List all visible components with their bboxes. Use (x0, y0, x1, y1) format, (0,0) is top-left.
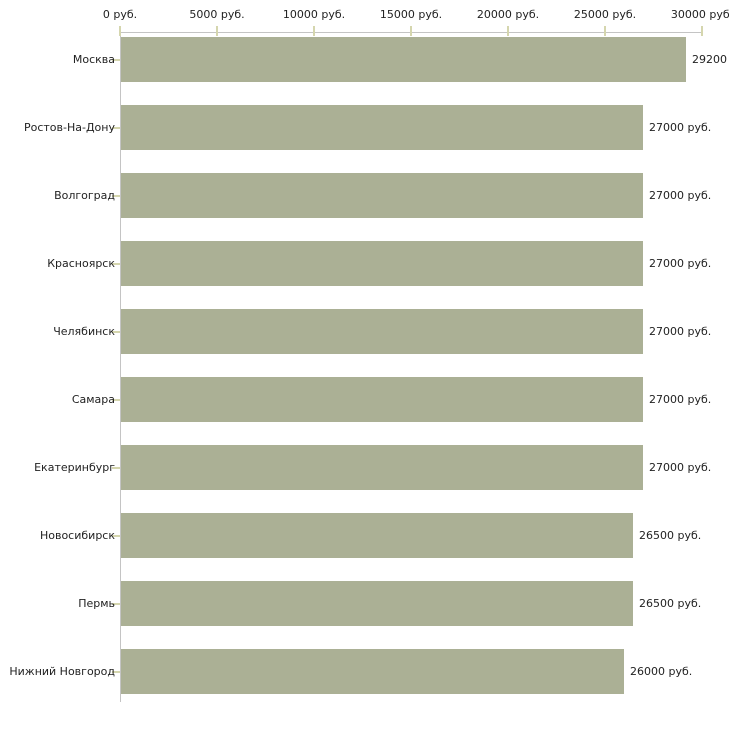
value-label: 27000 руб. (649, 325, 712, 338)
y-axis-tick (112, 194, 120, 197)
category-label: Нижний Новгород (9, 665, 115, 678)
y-axis-tick (112, 126, 120, 129)
x-axis-tick-label: 15000 руб. (379, 8, 443, 21)
bar (121, 377, 643, 422)
bar (121, 445, 643, 490)
value-label: 27000 руб. (649, 461, 712, 474)
bar (121, 649, 624, 694)
x-axis-tick-label: 0 руб. (102, 8, 138, 21)
value-label: 27000 руб. (649, 189, 712, 202)
x-axis-tick (216, 26, 218, 36)
bar (121, 581, 633, 626)
bar (121, 513, 633, 558)
y-axis-line (120, 32, 121, 702)
x-axis-tick (701, 26, 703, 36)
category-label: Челябинск (53, 325, 115, 338)
category-label: Екатеринбург (34, 461, 115, 474)
y-axis-tick (112, 262, 120, 265)
x-axis-tick-label: 5000 руб. (189, 8, 245, 21)
y-axis-tick (112, 466, 120, 469)
value-label: 27000 руб. (649, 393, 712, 406)
x-axis-tick (119, 26, 121, 36)
x-axis-tick-label: 10000 руб. (282, 8, 346, 21)
bar (121, 173, 643, 218)
category-label: Волгоград (54, 189, 115, 202)
x-axis-tick-label: 25000 руб. (573, 8, 637, 21)
x-axis-tick (313, 26, 315, 36)
value-label: 26000 руб. (630, 665, 693, 678)
category-label: Самара (71, 393, 115, 406)
category-label: Москва (72, 53, 115, 66)
x-axis-tick-label: 20000 руб. (476, 8, 540, 21)
y-axis-tick (112, 602, 120, 605)
category-label: Красноярск (47, 257, 115, 270)
y-axis-tick (112, 670, 120, 673)
y-axis-tick (112, 58, 120, 61)
bar (121, 309, 643, 354)
value-label: 26500 руб. (639, 597, 702, 610)
y-axis-tick (112, 330, 120, 333)
category-label: Ростов-На-Дону (23, 121, 115, 134)
value-label: 26500 руб. (639, 529, 702, 542)
x-axis-tick (507, 26, 509, 36)
bar (121, 37, 686, 82)
value-label: 29200 руб. (692, 53, 730, 66)
x-axis-tick (604, 26, 606, 36)
category-label: Новосибирск (39, 529, 115, 542)
value-label: 27000 руб. (649, 257, 712, 270)
y-axis-tick (112, 398, 120, 401)
bar (121, 241, 643, 286)
y-axis-tick (112, 534, 120, 537)
x-axis-tick-label: 30000 руб. (670, 8, 730, 21)
bar (121, 105, 643, 150)
x-axis-tick (410, 26, 412, 36)
value-label: 27000 руб. (649, 121, 712, 134)
category-label: Пермь (78, 597, 115, 610)
